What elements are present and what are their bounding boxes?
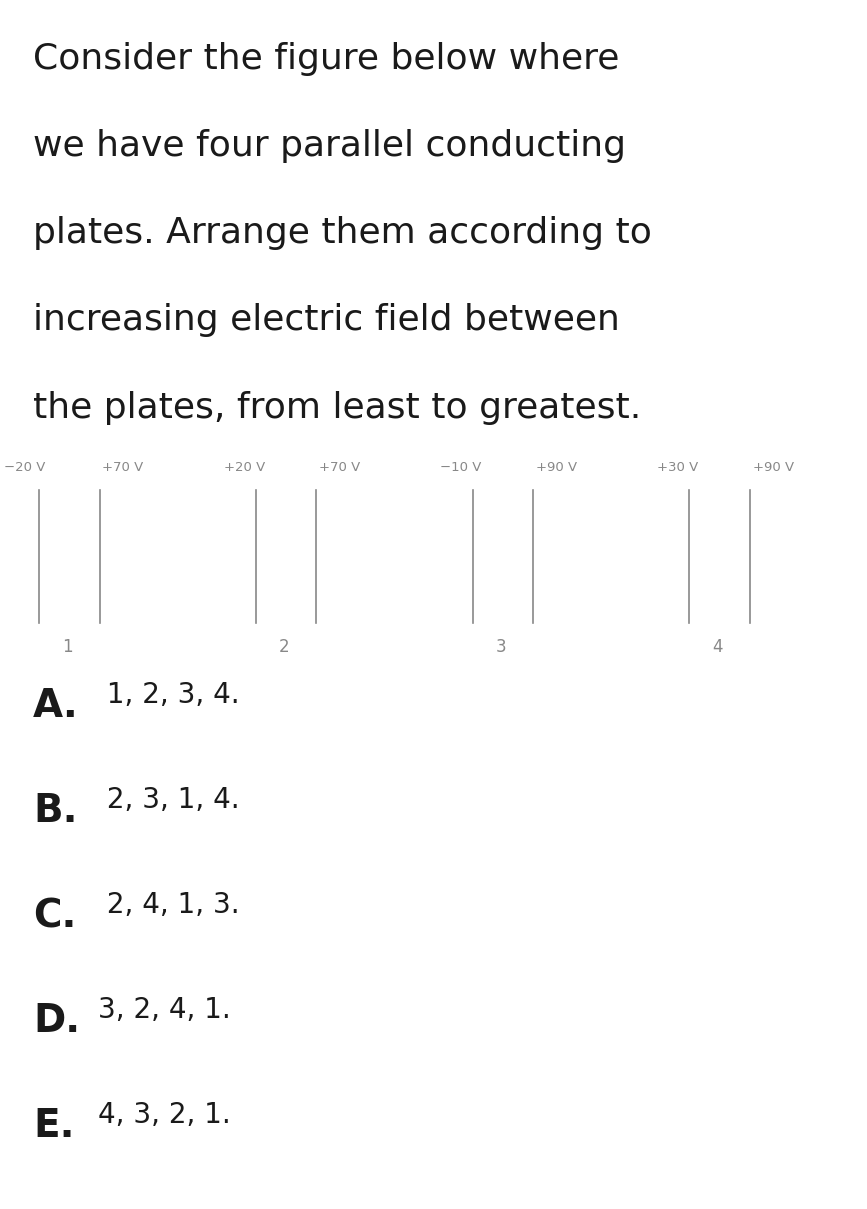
Text: +30 V: +30 V: [657, 461, 699, 474]
Text: −20 V: −20 V: [4, 461, 46, 474]
Text: Consider the figure below where: Consider the figure below where: [33, 42, 619, 76]
Text: C.: C.: [33, 897, 76, 935]
Text: +90 V: +90 V: [536, 461, 577, 474]
Text: D.: D.: [33, 1002, 80, 1040]
Text: we have four parallel conducting: we have four parallel conducting: [33, 129, 626, 163]
Text: the plates, from least to greatest.: the plates, from least to greatest.: [33, 391, 642, 424]
Text: +90 V: +90 V: [753, 461, 793, 474]
Text: 4, 3, 2, 1.: 4, 3, 2, 1.: [98, 1101, 231, 1129]
Text: B.: B.: [33, 792, 77, 829]
Text: 1, 2, 3, 4.: 1, 2, 3, 4.: [98, 681, 239, 708]
Text: −10 V: −10 V: [440, 461, 482, 474]
Text: A.: A.: [33, 687, 79, 724]
Text: +20 V: +20 V: [224, 461, 265, 474]
Text: 4: 4: [713, 638, 723, 656]
Text: increasing electric field between: increasing electric field between: [33, 303, 620, 337]
Text: +70 V: +70 V: [319, 461, 361, 474]
Text: 2, 4, 1, 3.: 2, 4, 1, 3.: [98, 891, 239, 919]
Text: E.: E.: [33, 1107, 75, 1145]
Text: 3, 2, 4, 1.: 3, 2, 4, 1.: [98, 996, 231, 1024]
Text: 1: 1: [62, 638, 73, 656]
Text: 3: 3: [496, 638, 506, 656]
Text: plates. Arrange them according to: plates. Arrange them according to: [33, 216, 652, 250]
Text: +70 V: +70 V: [102, 461, 144, 474]
Text: 2: 2: [279, 638, 290, 656]
Text: 2, 3, 1, 4.: 2, 3, 1, 4.: [98, 786, 239, 814]
